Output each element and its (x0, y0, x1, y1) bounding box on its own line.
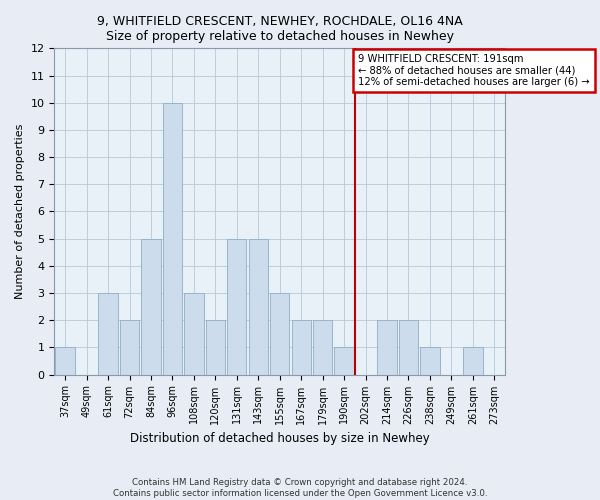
Bar (270, 293, 289, 374)
Y-axis label: Number of detached properties: Number of detached properties (15, 124, 25, 299)
Bar (399, 320, 418, 374)
Bar (184, 293, 203, 374)
Bar (55, 348, 75, 374)
Bar (463, 348, 482, 374)
Bar (248, 238, 268, 374)
Text: Contains HM Land Registry data © Crown copyright and database right 2024.
Contai: Contains HM Land Registry data © Crown c… (113, 478, 487, 498)
Bar (120, 320, 139, 374)
Bar (142, 238, 161, 374)
Title: 9, WHITFIELD CRESCENT, NEWHEY, ROCHDALE, OL16 4NA
Size of property relative to d: 9, WHITFIELD CRESCENT, NEWHEY, ROCHDALE,… (97, 15, 463, 43)
Bar (98, 293, 118, 374)
Bar (420, 348, 440, 374)
Bar (334, 348, 354, 374)
X-axis label: Distribution of detached houses by size in Newhey: Distribution of detached houses by size … (130, 432, 430, 445)
Bar (313, 320, 332, 374)
Bar (377, 320, 397, 374)
Bar (206, 320, 225, 374)
Bar (227, 238, 247, 374)
Text: 9 WHITFIELD CRESCENT: 191sqm
← 88% of detached houses are smaller (44)
12% of se: 9 WHITFIELD CRESCENT: 191sqm ← 88% of de… (358, 54, 590, 87)
Bar (163, 102, 182, 374)
Bar (292, 320, 311, 374)
